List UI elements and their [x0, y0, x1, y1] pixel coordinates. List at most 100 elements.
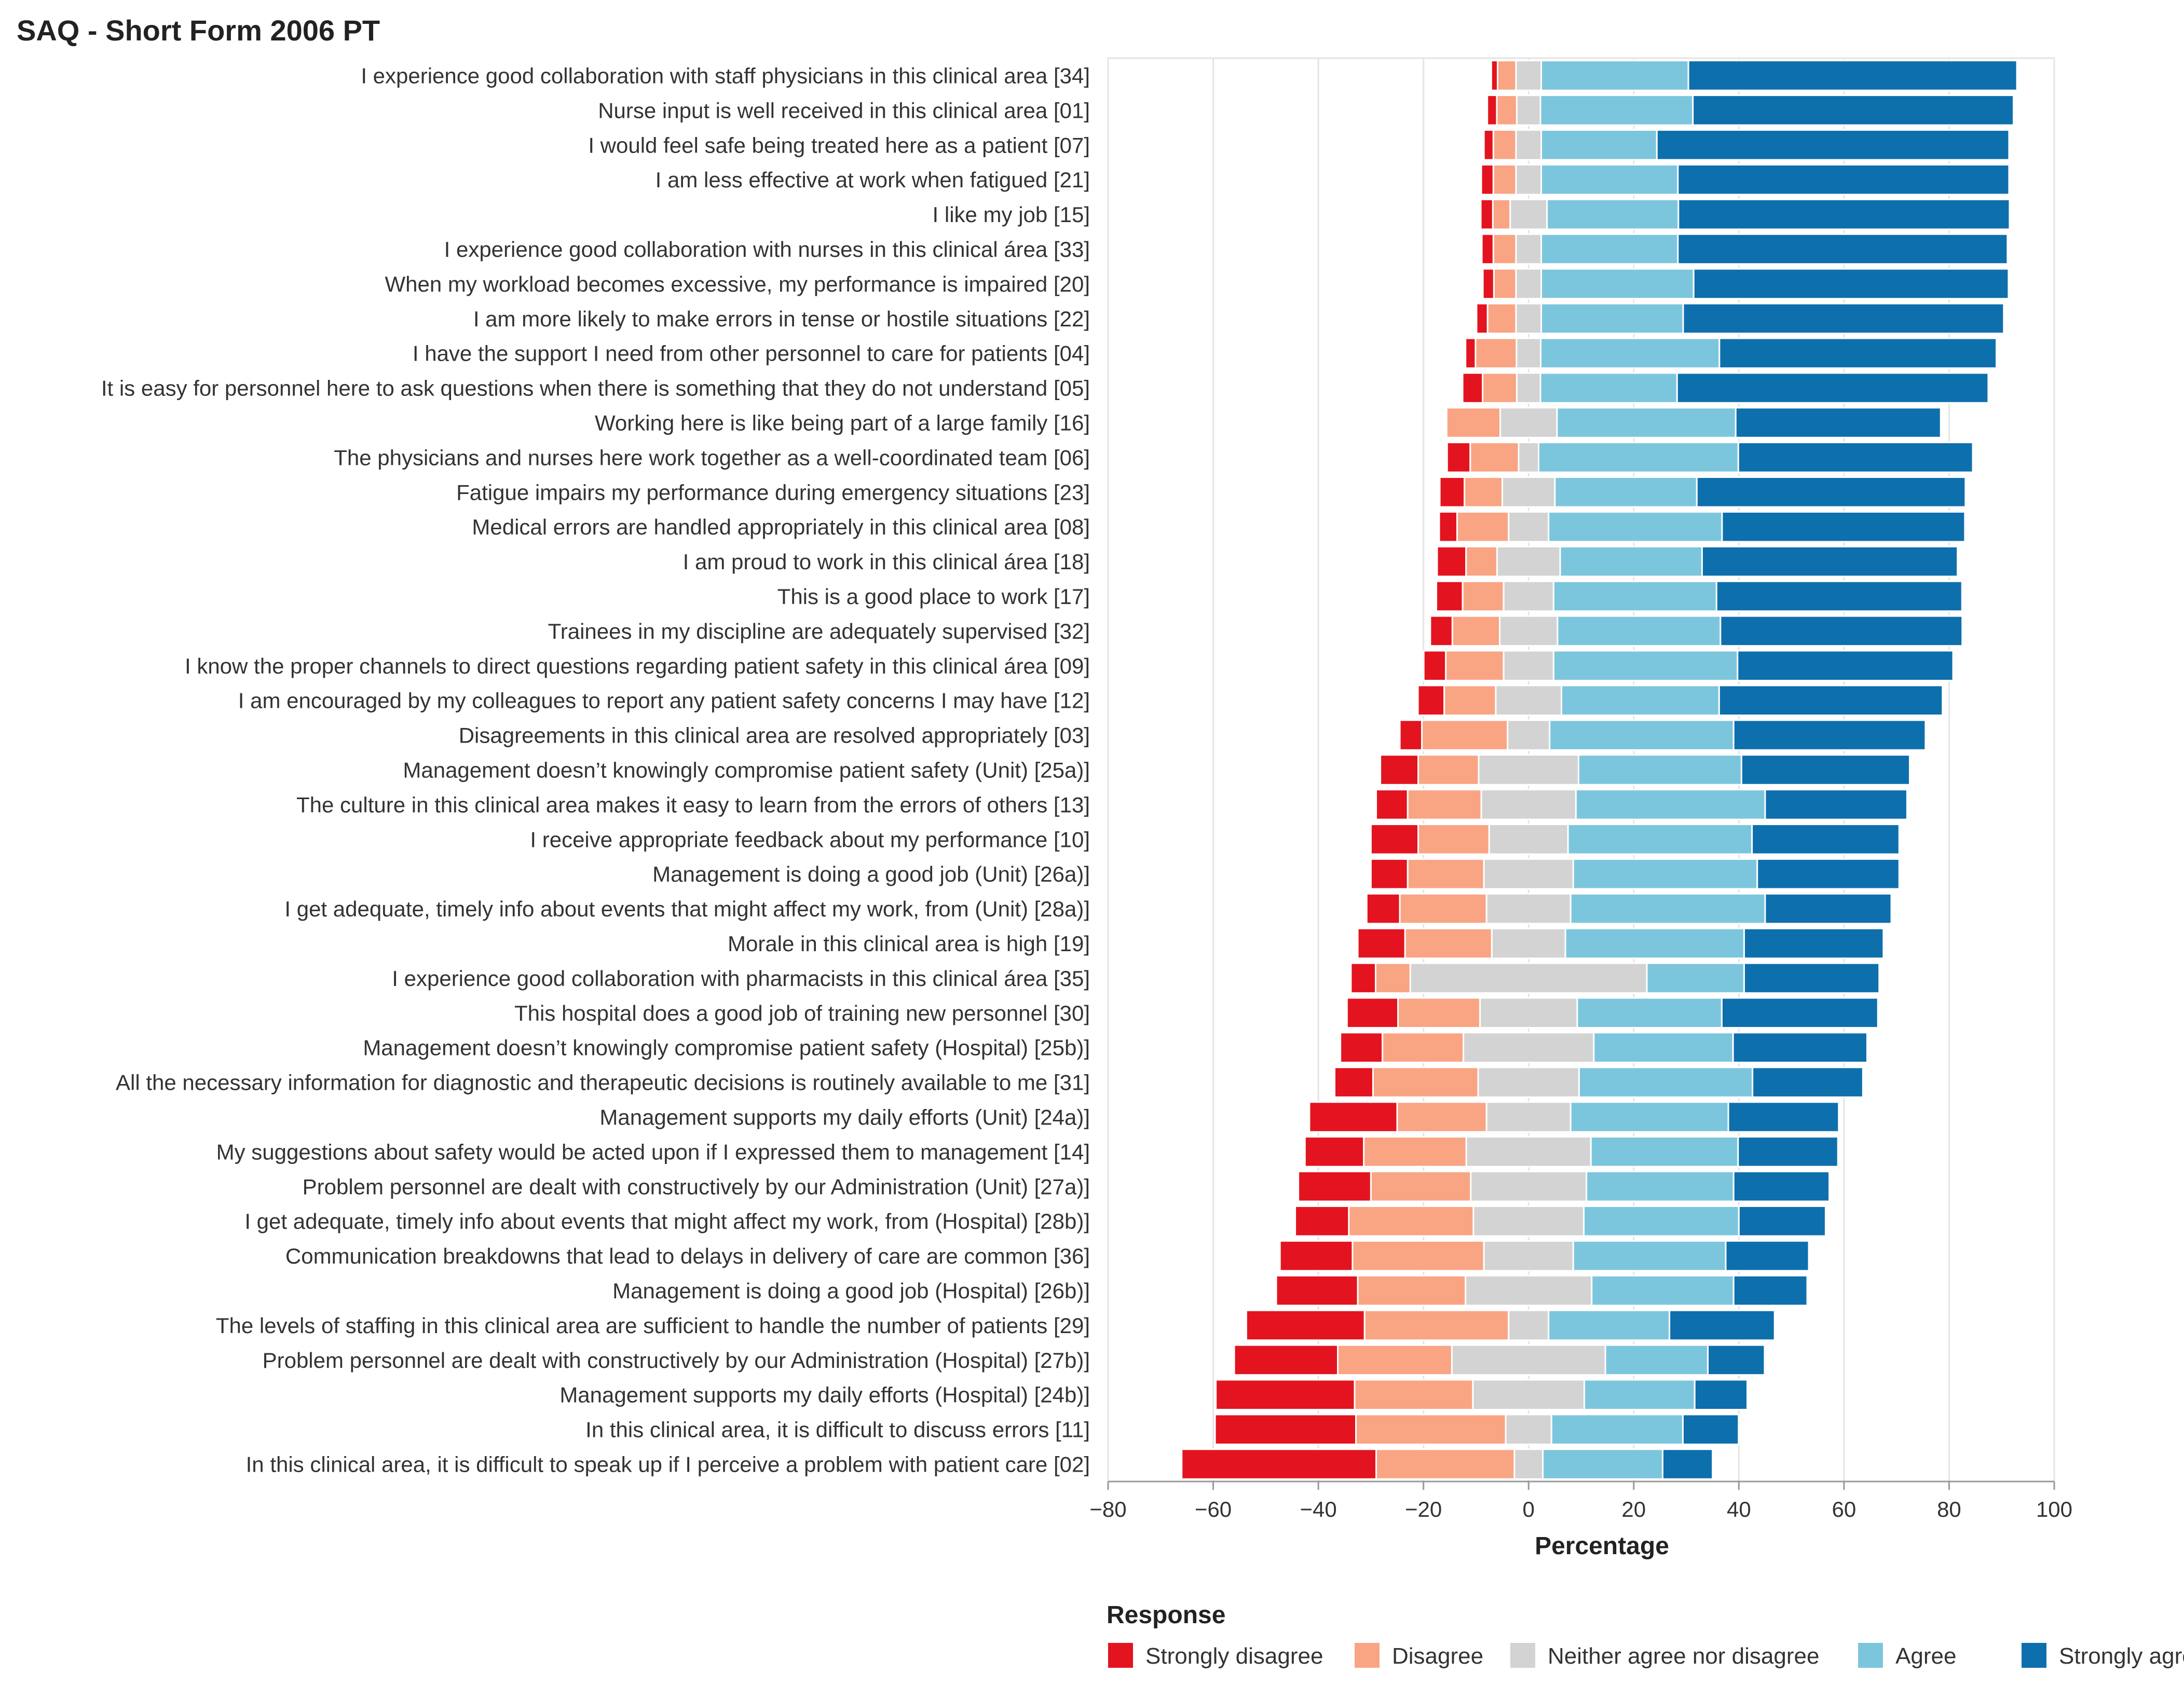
legend-item: Strongly agree [2022, 1643, 2184, 1669]
x-tick-label: −80 [1089, 1497, 1126, 1521]
bar-row [1245, 1309, 1776, 1341]
strongly-disagree-segment [1308, 1101, 1398, 1133]
bar-row [1480, 163, 2010, 196]
strongly-agree-segment [1737, 442, 1974, 473]
strongly-agree-segment [1721, 997, 1879, 1029]
legend: Strongly disagree Disagree Neither agree n… [1108, 1643, 2184, 1669]
bar-row [1370, 824, 1900, 855]
x-tick-label: 20 [1621, 1497, 1646, 1521]
bar-row [1465, 337, 1998, 369]
strongly-disagree-segment [1380, 754, 1419, 786]
neither-segment [1485, 893, 1572, 925]
agree-segment [1542, 1448, 1663, 1480]
agree-segment [1569, 1101, 1729, 1133]
neither-segment [1503, 580, 1554, 612]
strongly-disagree-segment [1279, 1240, 1354, 1272]
agree-segment [1584, 1379, 1696, 1411]
legend-item: Strongly disagree [1108, 1643, 1323, 1669]
disagree-segment [1443, 684, 1497, 716]
strongly-disagree-segment [1181, 1448, 1377, 1480]
strongly-agree-segment [1682, 303, 2005, 335]
agree-segment [1540, 163, 1679, 196]
agree-segment [1577, 754, 1742, 786]
bar-row [1417, 684, 1944, 716]
category-label: Working here is like being part of a lar… [595, 410, 1090, 435]
neither-segment [1477, 1066, 1580, 1098]
disagree-segment [1482, 372, 1518, 404]
category-label: Medical errors are handled appropriately… [472, 515, 1090, 539]
agree-segment [1552, 580, 1717, 612]
strongly-agree-segment [1701, 545, 1959, 578]
agree-segment [1549, 719, 1735, 751]
agree-segment [1539, 372, 1678, 404]
neither-segment [1470, 1171, 1588, 1202]
category-label: Management doesn’t knowingly compromise … [403, 758, 1090, 783]
bar-row [1279, 1240, 1810, 1272]
strongly-disagree-segment [1233, 1344, 1339, 1376]
agree-segment [1578, 1066, 1754, 1098]
neither-segment [1495, 684, 1563, 716]
strongly-disagree-segment [1214, 1414, 1357, 1445]
disagree-segment [1397, 997, 1481, 1029]
neither-segment [1513, 1448, 1544, 1480]
disagree-segment [1492, 233, 1517, 265]
bar-row [1294, 1205, 1826, 1237]
bar-row [1481, 233, 2009, 265]
strongly-disagree-segment [1275, 1274, 1359, 1307]
category-label: I know the proper channels to direct que… [185, 654, 1090, 678]
x-tick-label: −20 [1405, 1497, 1442, 1521]
disagree-segment [1456, 511, 1510, 543]
category-label: I experience good collaboration with sta… [361, 63, 1090, 88]
bar-row [1462, 372, 1989, 404]
category-label: I get adequate, timely info about events… [244, 1209, 1090, 1233]
strongly-disagree-segment [1438, 511, 1458, 543]
legend-title: Response [1107, 1601, 1225, 1629]
bar-row [1308, 1101, 1840, 1133]
disagree-segment [1348, 1205, 1475, 1237]
bar-row [1483, 129, 2010, 161]
neither-segment [1483, 858, 1574, 890]
strongly-disagree-segment [1298, 1171, 1372, 1202]
bar-row [1275, 1274, 1808, 1307]
neither-segment [1463, 1032, 1595, 1063]
disagree-segment [1357, 1274, 1467, 1307]
agree-segment [1575, 789, 1766, 820]
neither-segment [1465, 1136, 1592, 1168]
bar-row [1429, 615, 1963, 647]
strongly-disagree-segment [1423, 650, 1447, 682]
strongly-agree-segment [1732, 1171, 1831, 1202]
x-tick-label: 100 [2036, 1497, 2072, 1521]
legend-label: Strongly disagree [1145, 1643, 1323, 1669]
strongly-agree-segment [1694, 1379, 1749, 1411]
legend-swatch [1355, 1643, 1380, 1668]
agree-segment [1559, 545, 1703, 578]
category-label: In this clinical area, it is difficult t… [585, 1418, 1090, 1442]
strongly-agree-segment [1715, 580, 1963, 612]
bar-row [1304, 1136, 1839, 1168]
strongly-agree-segment [1725, 1240, 1810, 1272]
strongly-agree-segment [1751, 824, 1900, 855]
strongly-agree-segment [1732, 1274, 1808, 1307]
neither-segment [1483, 1240, 1574, 1272]
category-label: This hospital does a good job of trainin… [514, 1001, 1090, 1025]
neither-segment [1516, 94, 1541, 126]
agree-segment [1540, 233, 1679, 265]
disagree-segment [1407, 858, 1485, 890]
disagree-segment [1375, 1448, 1516, 1480]
category-label: Disagreements in this clinical area are … [459, 723, 1090, 748]
strongly-agree-segment [1752, 1066, 1864, 1098]
neither-segment [1409, 962, 1648, 994]
agree-segment [1540, 303, 1684, 335]
strongly-disagree-segment [1366, 893, 1401, 925]
disagree-segment [1417, 824, 1490, 855]
disagree-segment [1399, 893, 1487, 925]
neither-segment [1515, 163, 1543, 196]
strongly-disagree-segment [1334, 1066, 1374, 1098]
agree-segment [1567, 824, 1753, 855]
neither-segment [1465, 1274, 1593, 1307]
neither-segment [1508, 1309, 1550, 1341]
neither-segment [1516, 372, 1541, 404]
disagree-segment [1492, 198, 1511, 230]
strongly-disagree-segment [1399, 719, 1423, 751]
category-label: I receive appropriate feedback about my … [530, 827, 1090, 852]
